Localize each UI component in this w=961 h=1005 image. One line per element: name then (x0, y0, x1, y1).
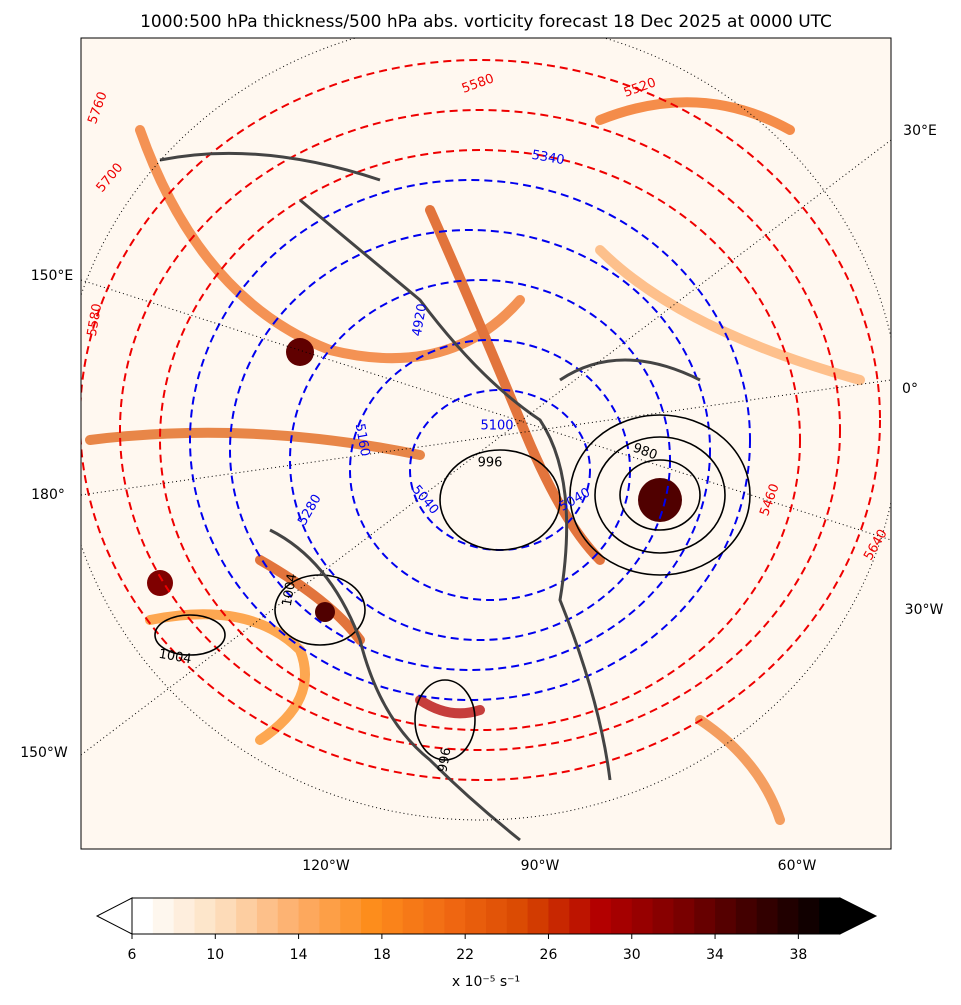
colorbar-label: x 10⁻⁵ s⁻¹ (452, 974, 520, 990)
colorbar-box (215, 898, 237, 934)
colorbar-box (631, 898, 654, 934)
colorbar-box (319, 898, 341, 934)
colorbar-tick-label: 18 (373, 947, 391, 963)
colorbar-box (777, 898, 799, 934)
colorbar-box (381, 898, 404, 934)
colorbar-box (610, 898, 633, 934)
latlon-label: 30°W (905, 602, 944, 618)
colorbar-box (236, 898, 258, 934)
latlon-label: 0° (902, 381, 918, 397)
colorbar-tick-label: 22 (456, 947, 474, 963)
latlon-label: 180° (31, 487, 65, 503)
colorbar-box (715, 898, 737, 934)
colorbar-box (506, 898, 529, 934)
colorbar-box (756, 898, 779, 934)
colorbar-tick-label: 38 (789, 947, 807, 963)
thickness-label: 5160 (352, 422, 373, 457)
colorbar-extend-low (95, 897, 133, 935)
colorbar-tick-label: 30 (623, 947, 641, 963)
colorbar-box (277, 898, 300, 934)
colorbar-box (569, 898, 591, 934)
thickness-label: 5340 (530, 148, 565, 169)
colorbar-box (819, 898, 841, 934)
colorbar-box (340, 898, 362, 934)
latlon-label: 150°W (20, 745, 68, 761)
colorbar-box (152, 898, 175, 934)
thickness-label: 5580 (85, 302, 106, 337)
pressure-label: 1004 (157, 647, 192, 668)
colorbar-tick-label: 6 (128, 947, 137, 963)
pressure-label: 1004 (280, 572, 301, 607)
latlon-label: 120°W (302, 858, 350, 874)
latlon-label: 60°W (778, 858, 817, 874)
thickness-label: 5100 (480, 419, 513, 434)
colorbar-box (194, 898, 216, 934)
colorbar-box (652, 898, 674, 934)
colorbar-box (361, 898, 383, 934)
latlon-label: 30°E (903, 123, 937, 139)
colorbar-box (486, 898, 508, 934)
map-frame (80, 37, 892, 850)
colorbar-tick-label: 26 (540, 947, 558, 963)
colorbar-tick-label: 34 (706, 947, 724, 963)
colorbar-box (735, 898, 758, 934)
map (81, 38, 891, 849)
latlon-label: 150°E (31, 268, 74, 284)
colorbar-box (402, 898, 425, 934)
colorbar-tick-label: 14 (290, 947, 308, 963)
colorbar-box (465, 898, 487, 934)
colorbar-tick-label: 10 (206, 947, 224, 963)
pressure-label: 996 (478, 456, 503, 471)
colorbar-box (673, 898, 695, 934)
colorbar-box (798, 898, 820, 934)
title: 1000:500 hPa thickness/500 hPa abs. vort… (140, 12, 832, 32)
colorbar-box (590, 898, 612, 934)
colorbar-box (256, 898, 279, 934)
colorbar-box (444, 898, 466, 934)
colorbar-box (173, 898, 195, 934)
colorbar-box (298, 898, 320, 934)
thickness-label: 4920 (410, 302, 431, 337)
latlon-label: 90°W (521, 858, 560, 874)
colorbar-extend-high (839, 897, 878, 935)
colorbar-box (132, 898, 154, 934)
colorbar-box (694, 898, 716, 934)
colorbar-frame (131, 897, 841, 935)
colorbar-box (527, 898, 549, 934)
colorbar-box (548, 898, 570, 934)
pressure-label: 996 (435, 746, 454, 773)
colorbar-box (423, 898, 445, 934)
